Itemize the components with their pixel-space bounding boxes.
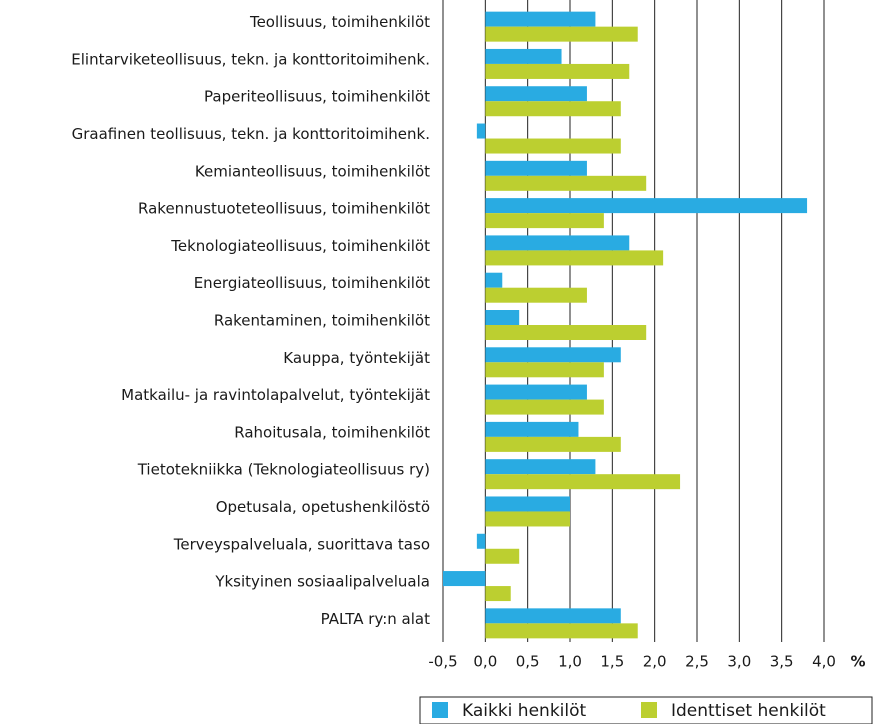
bar <box>485 474 681 490</box>
x-tick-label: 4,0 <box>812 653 836 671</box>
x-unit: % <box>850 653 865 671</box>
y-tick-label: Terveyspalveluala, suorittava taso <box>173 535 430 553</box>
bar <box>485 325 647 340</box>
bar <box>485 11 596 27</box>
x-tick-label: 0,0 <box>473 653 497 671</box>
bar <box>443 571 486 587</box>
bar <box>485 310 520 325</box>
bar <box>485 362 604 378</box>
x-tick-label: 1,0 <box>558 653 582 671</box>
bar <box>485 287 587 303</box>
bar <box>485 399 604 415</box>
bar <box>485 608 621 624</box>
y-tick-label: Opetusala, opetushenkilöstö <box>216 498 430 516</box>
bar <box>485 250 664 266</box>
bar <box>485 213 604 229</box>
y-tick-label: Rakennustuoteteollisuus, toimihenkilöt <box>138 200 430 218</box>
y-tick-label: Tietotekniikka (Teknologiateollisuus ry) <box>137 461 430 479</box>
bar <box>485 175 647 191</box>
bar <box>485 436 621 452</box>
bar <box>485 548 520 564</box>
x-tick-label: 0,5 <box>516 653 540 671</box>
bar <box>485 586 511 602</box>
x-tick-label: 2,5 <box>685 653 709 671</box>
bar <box>485 86 587 102</box>
y-tick-label: Paperiteollisuus, toimihenkilöt <box>204 88 430 106</box>
y-tick-label: Graafinen teollisuus, tekn. ja konttorit… <box>72 125 430 143</box>
x-tick-label: -0,5 <box>428 653 457 671</box>
y-tick-label: Elintarviketeollisuus, tekn. ja konttori… <box>71 50 430 68</box>
y-tick-label: Kemianteollisuus, toimihenkilöt <box>195 162 430 180</box>
bar <box>485 48 562 64</box>
y-tick-label: Yksityinen sosiaalipalveluala <box>214 573 430 591</box>
y-tick-label: Rakentaminen, toimihenkilöt <box>214 312 430 330</box>
y-tick-label: Teollisuus, toimihenkilöt <box>249 13 430 31</box>
y-tick-label: Energiateollisuus, toimihenkilöt <box>194 274 430 292</box>
bar <box>485 496 570 512</box>
bar <box>485 160 587 176</box>
x-tick-label: 1,5 <box>600 653 624 671</box>
y-tick-label: Rahoitusala, toimihenkilöt <box>234 423 430 441</box>
bar <box>485 511 570 527</box>
legend-label: Kaikki henkilöt <box>462 701 587 721</box>
bar <box>485 623 638 639</box>
bar <box>485 138 621 154</box>
bar <box>476 123 486 139</box>
bar <box>485 384 587 400</box>
bar <box>485 235 630 251</box>
bar <box>485 101 621 117</box>
bar <box>476 533 486 549</box>
x-tick-label: 3,0 <box>727 653 751 671</box>
legend-swatch <box>641 702 657 718</box>
legend-box <box>419 696 873 724</box>
x-tick-label: 3,5 <box>770 653 794 671</box>
y-tick-label: Teknologiateollisuus, toimihenkilöt <box>170 237 430 255</box>
bar <box>485 347 621 363</box>
y-tick-label: Kauppa, työntekijät <box>283 349 430 367</box>
x-tick-label: 2,0 <box>643 653 667 671</box>
y-tick-label: Matkailu- ja ravintolapalvelut, työnteki… <box>121 386 430 404</box>
y-tick-label: PALTA ry:n alat <box>321 610 430 628</box>
bar <box>485 63 630 79</box>
bar <box>485 459 596 475</box>
bar <box>485 421 579 437</box>
legend-label: Identtiset henkilöt <box>671 701 826 721</box>
legend-swatch <box>432 702 448 718</box>
bar <box>485 272 503 288</box>
bar <box>485 26 638 42</box>
bar <box>485 198 808 214</box>
